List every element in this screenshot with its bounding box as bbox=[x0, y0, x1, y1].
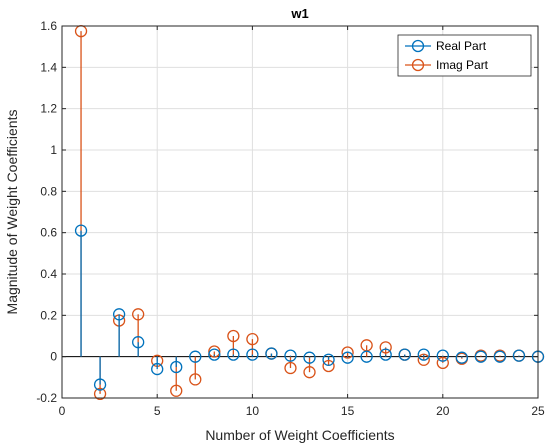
stem-marker-imag bbox=[246, 332, 259, 346]
stem-marker-imag bbox=[341, 346, 354, 359]
stem-marker-imag bbox=[227, 329, 240, 343]
chart-title: w1 bbox=[290, 6, 308, 21]
stem-marker-imag bbox=[189, 373, 202, 386]
y-tick-label: 0.8 bbox=[40, 184, 57, 198]
stem-marker-imag bbox=[284, 361, 297, 375]
legend-box bbox=[397, 34, 532, 77]
axes-box bbox=[61, 25, 539, 399]
stem-layer bbox=[74, 25, 545, 401]
stem-marker-imag bbox=[93, 387, 107, 401]
stem-marker-real bbox=[93, 378, 107, 391]
tick-layer: 0 5 10 15 20 25-0.200.20.40.60.811.21.41.6 bbox=[36, 19, 545, 418]
stem-marker-real bbox=[512, 349, 526, 362]
stem-marker-imag bbox=[132, 308, 145, 321]
y-tick-label: 0.6 bbox=[40, 226, 57, 240]
stem-marker-real bbox=[474, 350, 488, 363]
stem-marker-real bbox=[132, 336, 145, 349]
stem-marker-real bbox=[208, 348, 221, 361]
stem-marker-real bbox=[227, 348, 240, 361]
stem-marker-real bbox=[112, 308, 126, 321]
stem-marker-real bbox=[379, 348, 392, 361]
legend-imag-label: Imag Part bbox=[436, 58, 489, 72]
y-axis-label: Magnitude of Weight Coefficients bbox=[4, 110, 20, 315]
stem-marker-real bbox=[341, 351, 354, 364]
x-tick-label: 5 bbox=[154, 404, 161, 418]
stem-marker-real bbox=[246, 348, 259, 361]
y-tick-label: 1.4 bbox=[40, 60, 57, 74]
stem-marker-real bbox=[322, 353, 335, 366]
stem-marker-real bbox=[265, 347, 278, 360]
y-tick-label: -0.2 bbox=[36, 391, 57, 405]
legend-real-label: Real Part bbox=[436, 39, 487, 53]
y-tick-label: 1 bbox=[50, 143, 57, 157]
stem-marker-real bbox=[170, 360, 183, 374]
stem-marker-real bbox=[493, 350, 507, 363]
y-tick-label: 1.6 bbox=[40, 19, 57, 33]
plot-area bbox=[62, 26, 538, 398]
stem-marker-imag bbox=[417, 353, 430, 366]
stem-marker-imag bbox=[436, 356, 449, 370]
stem-marker-real bbox=[436, 349, 449, 362]
y-tick-label: 0.2 bbox=[40, 308, 57, 322]
x-tick-label: 0 bbox=[59, 404, 66, 418]
stem-marker-imag bbox=[303, 366, 316, 379]
legend-real-marker bbox=[411, 39, 425, 53]
stem-marker-real bbox=[398, 348, 411, 361]
stem-marker-real bbox=[284, 349, 297, 362]
legend-imag-marker bbox=[411, 58, 425, 72]
x-tick-label: 10 bbox=[246, 404, 260, 418]
stem-marker-real bbox=[360, 350, 373, 363]
y-tick-label: 1.2 bbox=[40, 102, 57, 116]
legend: Real Part Imag Part bbox=[397, 34, 532, 77]
stem-marker-real bbox=[189, 350, 202, 363]
x-axis-label: Number of Weight Coefficients bbox=[205, 427, 394, 443]
x-tick-label: 25 bbox=[531, 404, 545, 418]
stem-marker-imag bbox=[208, 345, 221, 358]
y-tick-label: 0 bbox=[50, 350, 57, 364]
stem-marker-real bbox=[303, 351, 316, 364]
stem-marker-imag bbox=[322, 359, 335, 373]
stem-marker-real bbox=[417, 348, 430, 361]
stem-marker-imag bbox=[170, 384, 183, 397]
stem-marker-real bbox=[455, 351, 468, 364]
x-tick-label: 20 bbox=[436, 404, 450, 418]
stem-marker-real bbox=[74, 224, 88, 237]
stem-marker-real bbox=[151, 362, 164, 376]
y-tick-label: 0.4 bbox=[40, 267, 57, 281]
x-tick-label: 15 bbox=[341, 404, 355, 418]
stem-marker-imag bbox=[379, 341, 392, 354]
